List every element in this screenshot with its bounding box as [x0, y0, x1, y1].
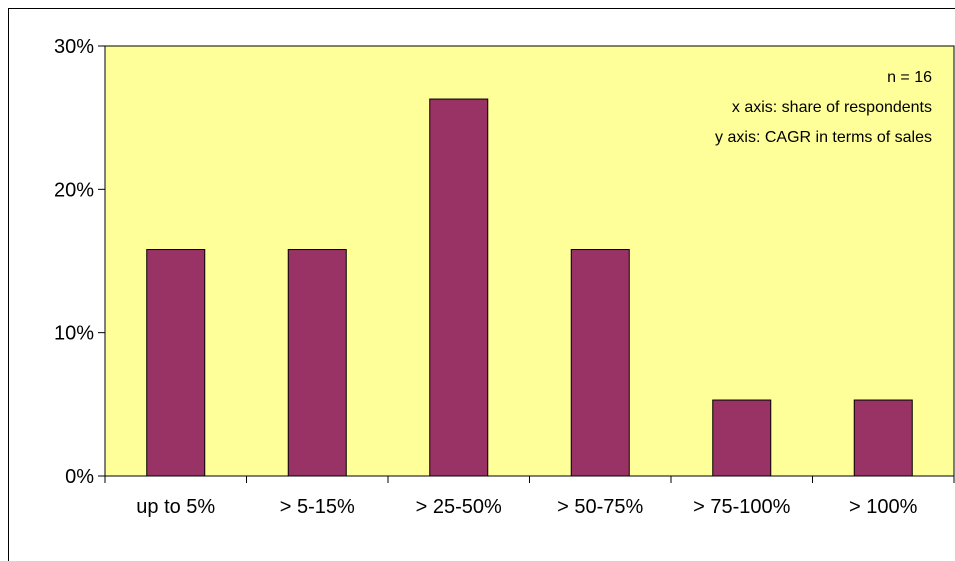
bar	[853, 399, 913, 477]
y-tick-label: 10%	[54, 323, 94, 345]
annotations: n = 16 x axis: share of respondents y ax…	[715, 69, 932, 146]
y-axis-ticks: 0% 10% 20% 30%	[54, 36, 105, 488]
y-tick-label: 0%	[65, 466, 94, 488]
annotation-y-axis: y axis: CAGR in terms of sales	[715, 129, 932, 146]
annotation-x-axis: x axis: share of respondents	[732, 99, 932, 116]
plot-area	[104, 45, 955, 477]
x-tick-label: up to 5%	[136, 496, 215, 518]
bar	[287, 249, 347, 477]
x-tick-label: > 5-15%	[280, 496, 355, 518]
bar	[146, 249, 206, 477]
x-tick-label: > 50-75%	[557, 496, 643, 518]
x-tick-label: > 75-100%	[693, 496, 791, 518]
x-tick-label: > 25-50%	[416, 496, 502, 518]
bar	[429, 98, 489, 477]
bar	[712, 399, 772, 477]
x-axis-ticks: up to 5% > 5-15% > 25-50% > 50-75% > 75-100%…	[104, 476, 955, 518]
y-tick-label: 20%	[54, 179, 94, 201]
bar	[570, 249, 630, 477]
y-tick-label: 30%	[54, 36, 94, 58]
bars	[146, 98, 913, 477]
x-tick-label: > 100%	[849, 496, 918, 518]
annotation-sample-size: n = 16	[887, 69, 932, 86]
